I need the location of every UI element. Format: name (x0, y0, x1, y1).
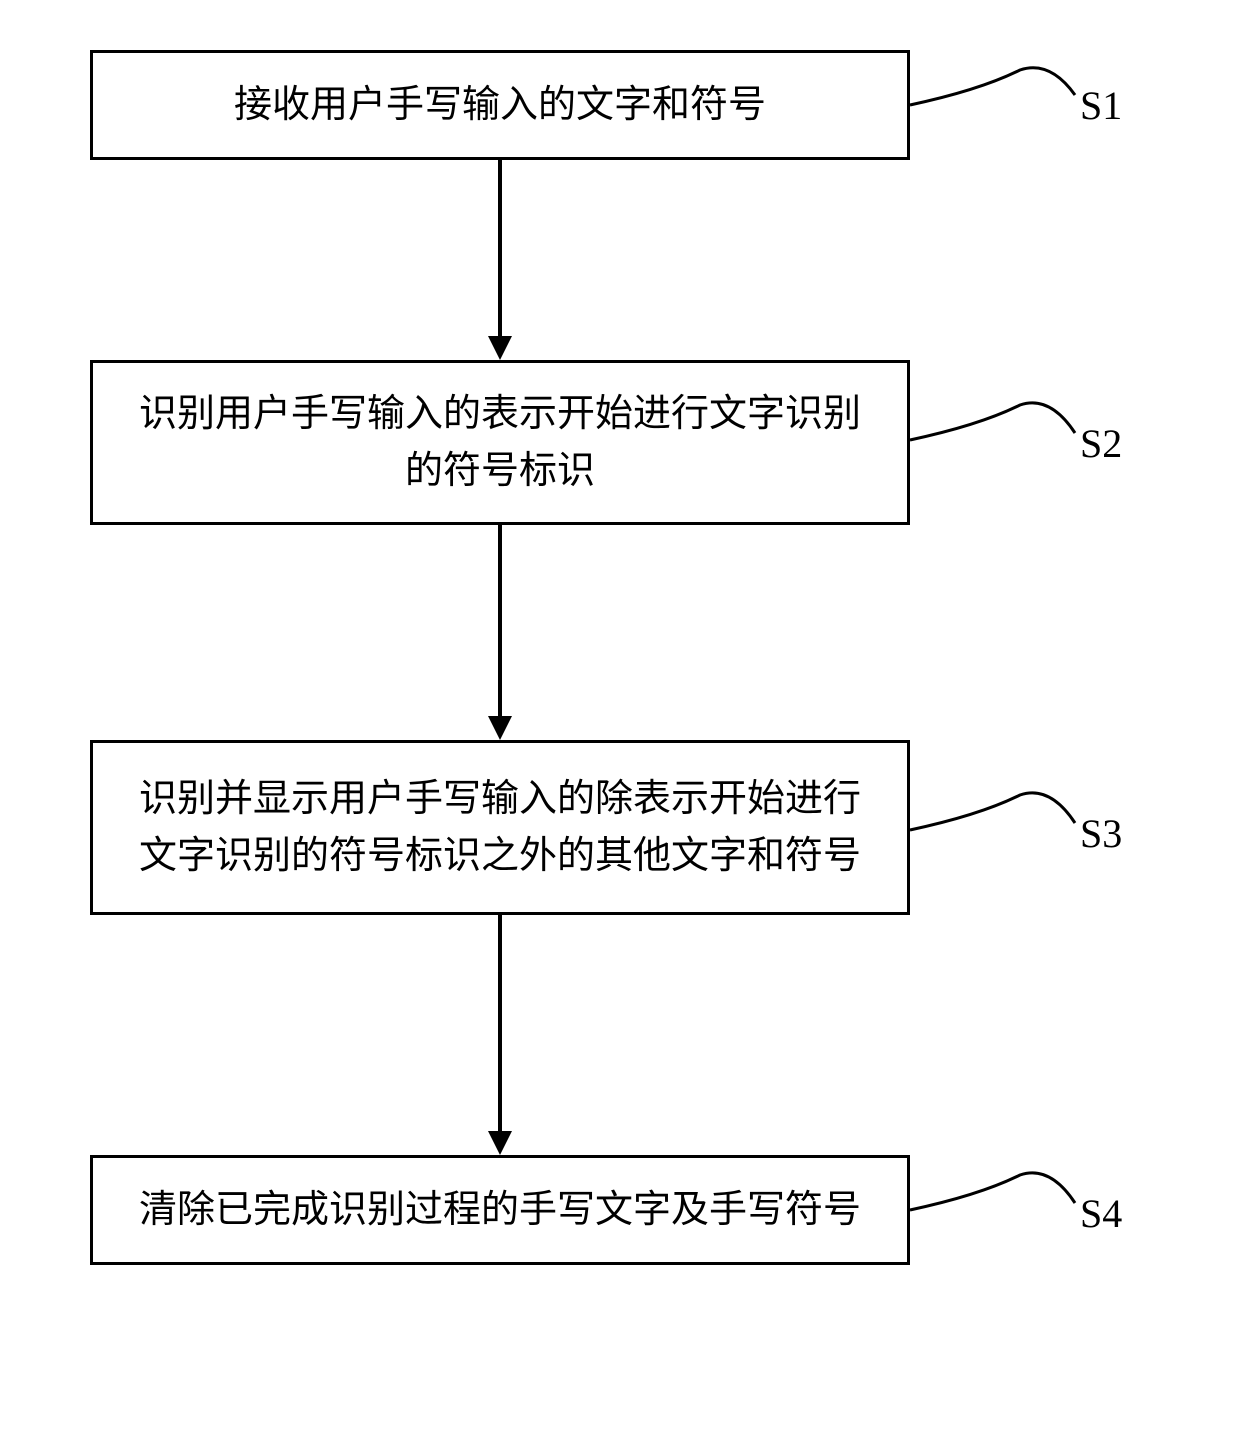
arrow-line-3 (498, 915, 502, 1133)
step-label-s3: S3 (1080, 810, 1122, 857)
step-label-s2: S2 (1080, 420, 1122, 467)
step-text-s3: 识别并显示用户手写输入的除表示开始进行文字识别的符号标识之外的其他文字和符号 (123, 771, 877, 885)
step-box-s2: 识别用户手写输入的表示开始进行文字识别的符号标识 (90, 360, 910, 525)
arrow-line-2 (498, 525, 502, 718)
arrow-line-1 (498, 160, 502, 338)
step-text-s2: 识别用户手写输入的表示开始进行文字识别的符号标识 (123, 386, 877, 500)
step-text-s1: 接收用户手写输入的文字和符号 (234, 77, 766, 134)
arrow-head-3 (488, 1131, 512, 1155)
step-label-s4: S4 (1080, 1190, 1122, 1237)
arrow-head-1 (488, 336, 512, 360)
step-label-s1: S1 (1080, 82, 1122, 129)
flowchart-container: 接收用户手写输入的文字和符号 S1 识别用户手写输入的表示开始进行文字识别的符号… (0, 0, 1240, 1452)
step-box-s4: 清除已完成识别过程的手写文字及手写符号 (90, 1155, 910, 1265)
step-text-s4: 清除已完成识别过程的手写文字及手写符号 (139, 1182, 861, 1239)
step-box-s3: 识别并显示用户手写输入的除表示开始进行文字识别的符号标识之外的其他文字和符号 (90, 740, 910, 915)
step-box-s1: 接收用户手写输入的文字和符号 (90, 50, 910, 160)
arrow-head-2 (488, 716, 512, 740)
